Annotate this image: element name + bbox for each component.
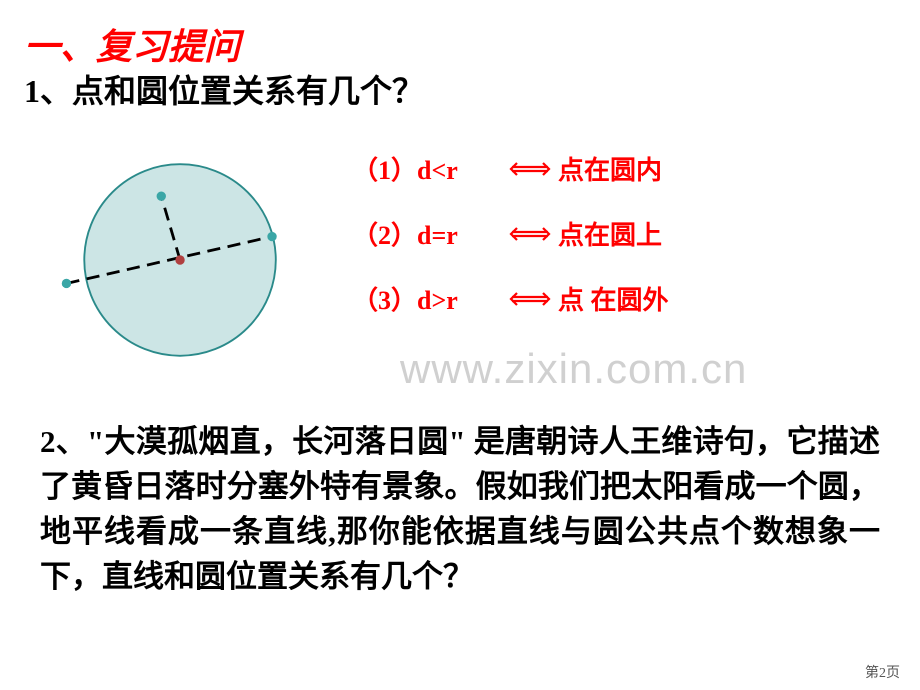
rule-result: 点在圆内 xyxy=(558,150,662,187)
rule-condition: （3）d>r xyxy=(352,280,502,317)
double-arrow-icon xyxy=(508,162,552,176)
watermark-text: www.zixin.com.cn xyxy=(400,345,747,393)
page-number: 第2页 xyxy=(865,662,900,682)
rule-result: 点 在圆外 xyxy=(558,280,669,317)
rules-list: （1）d<r 点在圆内 （2）d=r 点在圆上 （3）d>r 点 在圆外 xyxy=(352,150,669,345)
rule-row: （2）d=r 点在圆上 xyxy=(352,215,669,252)
rule-condition: （2）d=r xyxy=(352,215,502,252)
double-arrow-icon xyxy=(508,227,552,241)
rule-row: （1）d<r 点在圆内 xyxy=(352,150,669,187)
double-arrow-icon xyxy=(508,292,552,306)
rule-result: 点在圆上 xyxy=(558,215,662,252)
rule-condition: （1）d<r xyxy=(352,150,502,187)
point-outside xyxy=(62,279,71,288)
rule-row: （3）d>r 点 在圆外 xyxy=(352,280,669,317)
center-point xyxy=(175,255,184,264)
question-2: 2、"大漠孤烟直，长河落日圆" 是唐朝诗人王维诗句，它描述了黄昏日落时分塞外特有… xyxy=(40,420,880,600)
point-inside xyxy=(157,191,166,200)
circle-diagram xyxy=(58,150,288,370)
point-on-circle xyxy=(267,232,276,241)
section-heading: 一、复习提问 xyxy=(24,18,240,70)
question-1: 1、点和圆位置关系有几个？ xyxy=(24,66,424,112)
